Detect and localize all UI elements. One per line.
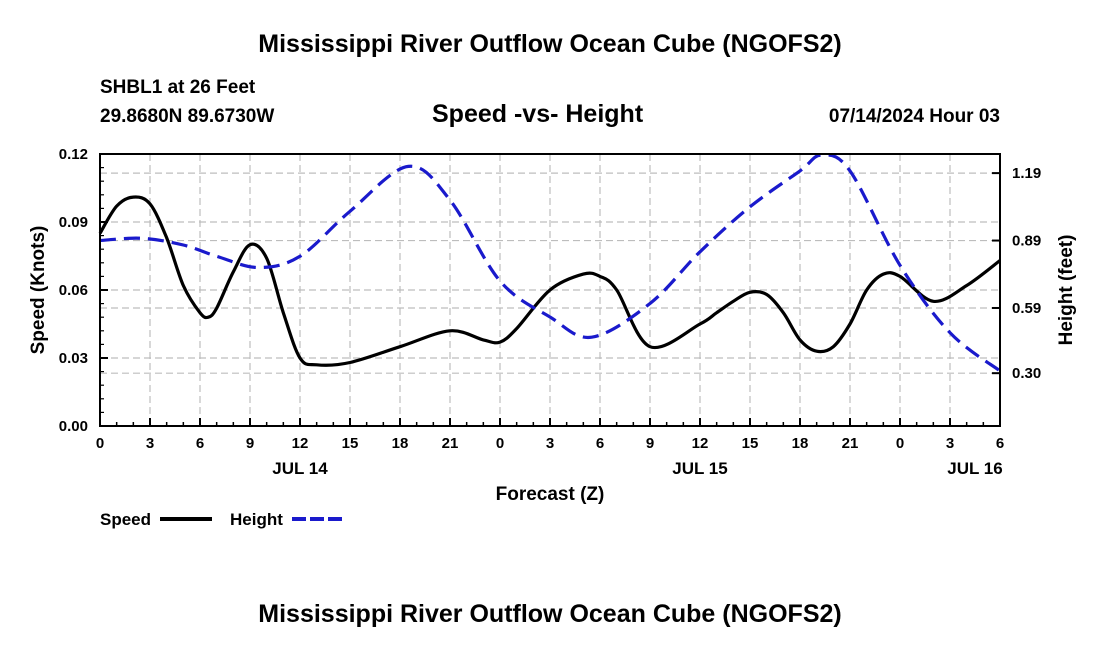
station-label: SHBL1 at 26 Feet xyxy=(100,77,256,98)
x-tick-label: 0 xyxy=(496,435,504,452)
date-label: JUL 16 xyxy=(947,459,1002,478)
y-tick-label: 0.03 xyxy=(59,350,88,367)
x-tick-label: 18 xyxy=(792,435,809,452)
x-tick-label: 15 xyxy=(342,435,359,452)
legend-label-height: Height xyxy=(230,510,283,529)
x-tick-label: 21 xyxy=(842,435,859,452)
y2-tick-label: 0.59 xyxy=(1012,300,1041,317)
x-tick-label: 0 xyxy=(896,435,904,452)
y-axis-title: Speed (Knots) xyxy=(28,226,49,355)
x-tick-label: 6 xyxy=(596,435,604,452)
legend-layer: Speed Height xyxy=(100,510,344,529)
x-axis-title: Forecast (Z) xyxy=(496,484,605,505)
series-line-height xyxy=(99,153,1001,373)
legend-label-speed: Speed xyxy=(100,510,151,529)
x-tick-label: 6 xyxy=(196,435,204,452)
x-tick-label: 18 xyxy=(392,435,409,452)
y-tick-label: 0.12 xyxy=(59,146,88,163)
forecast-datetime: 07/14/2024 Hour 03 xyxy=(828,106,1000,127)
chart-subtitle: Speed -vs- Height xyxy=(432,100,644,128)
x-tick-label: 6 xyxy=(996,435,1004,452)
y2-axis-title: Height (feet) xyxy=(1056,235,1077,346)
x-tick-label: 3 xyxy=(146,435,154,452)
y-tick-label: 0.00 xyxy=(59,418,88,435)
x-tick-label: 9 xyxy=(246,435,254,452)
x-tick-label: 12 xyxy=(292,435,309,452)
x-tick-label: 3 xyxy=(946,435,954,452)
axis-layer: 0 3 6 9 12 15 18 21 0 3 6 9 12 15 18 21 0 3 6 JUL 14 JUL 15 J… xyxy=(28,146,1077,505)
y2-tick-label: 0.30 xyxy=(1012,365,1041,382)
grid-layer xyxy=(100,154,1000,426)
station-coordinates: 29.8680N 89.6730W xyxy=(100,106,275,127)
series-layer xyxy=(98,153,1001,373)
x-tick-label: 0 xyxy=(96,435,104,452)
x-tick-label: 12 xyxy=(692,435,709,452)
chart-title-repeat: Mississippi River Outflow Ocean Cube (NG… xyxy=(258,600,842,628)
x-tick-label: 3 xyxy=(546,435,554,452)
x-tick-label: 9 xyxy=(646,435,654,452)
date-label: JUL 15 xyxy=(672,459,727,478)
y-tick-label: 0.06 xyxy=(59,282,88,299)
x-tick-label: 21 xyxy=(442,435,459,452)
y-tick-label: 0.09 xyxy=(59,214,88,231)
date-label: JUL 14 xyxy=(272,459,328,478)
y2-tick-label: 0.89 xyxy=(1012,233,1041,250)
x-tick-label: 15 xyxy=(742,435,759,452)
chart-title: Mississippi River Outflow Ocean Cube (NG… xyxy=(258,30,842,58)
y2-tick-label: 1.19 xyxy=(1012,165,1041,182)
